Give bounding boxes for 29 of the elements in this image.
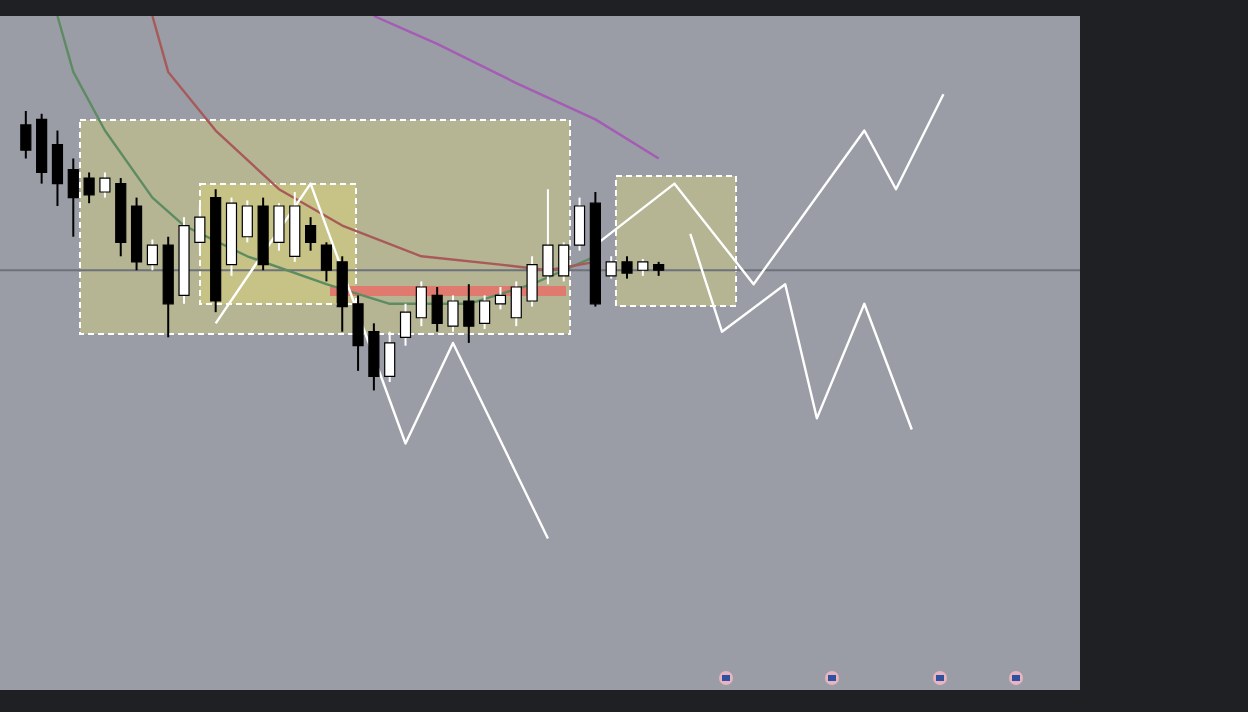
candlestick (384, 330, 396, 384)
candlestick (399, 302, 412, 347)
candlestick (542, 188, 554, 286)
candlestick (83, 171, 95, 205)
candlestick (368, 322, 380, 392)
candlestick (558, 241, 570, 283)
candlestick (305, 216, 317, 252)
candlestick (20, 110, 32, 160)
candlestick (99, 171, 111, 199)
candlestick (431, 286, 443, 333)
candlestick (463, 283, 475, 344)
candlestick (336, 255, 348, 333)
candlestick (494, 286, 507, 311)
candlestick (510, 280, 522, 328)
candlestick (415, 280, 427, 328)
candlestick (573, 196, 586, 252)
candlestick (67, 157, 79, 238)
candlestick (273, 202, 285, 252)
candlestick (51, 129, 64, 207)
candlestick (320, 241, 333, 283)
candlestick (605, 255, 617, 280)
candlestick (146, 238, 158, 272)
candlestick (352, 294, 364, 372)
candlestick (194, 204, 206, 252)
candlestick (526, 255, 538, 308)
candlestick (447, 294, 459, 333)
candlestick (621, 255, 633, 280)
candlestick (241, 199, 253, 244)
candlestick (479, 294, 491, 330)
